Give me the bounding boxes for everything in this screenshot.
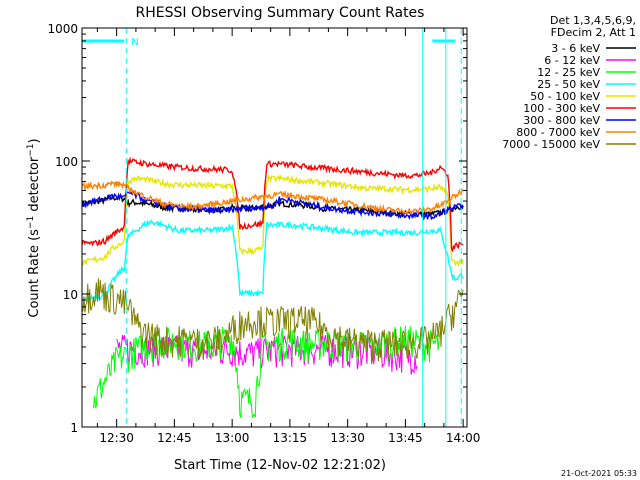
legend-label: 7000 - 15000 keV [502,138,600,151]
y-tick-label: 1000 [47,22,78,36]
series-line-3 [81,219,464,305]
legend-label: 6 - 12 keV [544,54,600,67]
legend: Det 1,3,4,5,6,9,FDecim 2, Att 1 3 - 6 keV… [502,14,636,151]
x-tick-label: 13:15 [273,431,308,445]
x-tick-label: 13:00 [215,431,250,445]
x-tick-label: 13:45 [388,431,423,445]
legend-label: 300 - 800 keV [523,114,600,127]
x-tick-label: 14:00 [446,431,481,445]
series-line-5 [81,156,464,253]
generation-timestamp: 21-Oct-2021 05:33 [561,469,637,478]
y-tick-label: 100 [55,155,78,169]
legend-label: 25 - 50 keV [537,78,600,91]
series-line-4 [81,174,464,267]
plot-area: N [81,28,464,427]
series-line-7 [82,180,464,216]
legend-header-line: Det 1,3,4,5,6,9, [550,14,636,27]
x-tick-label: 13:30 [330,431,365,445]
legend-label: 50 - 100 keV [530,90,600,103]
x-tick-label: 12:30 [99,431,134,445]
x-axis-label: Start Time (12-Nov-02 12:21:02) [174,458,386,473]
night-label: N [131,37,138,48]
series-line-1 [116,334,418,375]
legend-header-line: FDecim 2, Att 1 [551,26,636,39]
y-axis-label: Count Rate (s−1 detector−1) [26,138,42,317]
axes: 12:30 12:45 13:00 13:15 13:30 13:45 14:00 1 10 10… [47,22,480,445]
legend-label: 12 - 25 keV [537,66,600,79]
x-tick-label: 12:45 [157,431,192,445]
series-line-8 [81,278,464,363]
y-tick-label: 1 [70,421,78,435]
y-tick-label: 10 [63,288,78,302]
legend-label: 800 - 7000 keV [516,126,600,139]
legend-label: 100 - 300 keV [523,102,600,115]
plot-frame [81,27,468,428]
chart-title: RHESSI Observing Summary Count Rates [136,5,425,21]
legend-label: 3 - 6 keV [551,42,600,55]
series-line-6 [81,189,464,221]
